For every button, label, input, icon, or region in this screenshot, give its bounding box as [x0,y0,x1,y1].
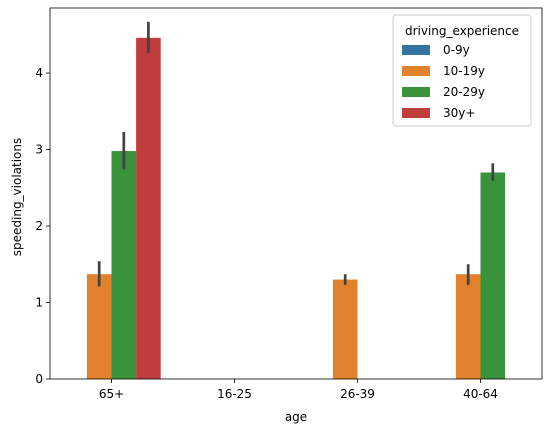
error-bars-layer [97,21,495,287]
legend-label-30y+: 30y+ [443,106,475,120]
legend-items: 0-9y 10-19y 20-29y 30y+ [402,43,485,120]
legend-swatch-20-29y [402,87,430,97]
y-tick-label: 0 [35,372,43,386]
bar-20-29y-40-64 [480,172,506,379]
bar-10-19y-26-39 [332,279,358,379]
y-tick-label: 3 [35,143,43,157]
x-axis-label: age [285,410,307,424]
legend-swatch-0-9y [402,45,430,55]
y-axis-label: speeding_violations [10,138,24,257]
x-tick-label: 16-25 [217,387,252,401]
legend-label-0-9y: 0-9y [443,43,470,57]
bar-20-29y-65+ [111,151,137,379]
axes-frame [49,7,543,380]
bar-10-19y-65+ [86,274,112,379]
bar-30y+-65+ [136,37,161,380]
legend-swatch-30y+ [402,108,430,118]
legend-frame [392,14,532,127]
legend-label-10-19y: 10-19y [443,64,485,78]
axes-layer: 0 1 2 3 4 65+ 16-25 26-39 40-64 [35,7,543,401]
legend-swatch-10-19y [402,66,430,76]
legend: driving_experience 0-9y 10-19y 20-29y 30y+ [392,14,532,127]
y-tick-label: 2 [35,219,43,233]
y-tick-label: 4 [35,66,43,80]
bar-10-19y-40-64 [455,274,481,379]
x-tick-label: 40-64 [463,387,498,401]
legend-label-20-29y: 20-29y [443,85,485,99]
bars-layer [86,37,506,380]
legend-title: driving_experience [405,24,519,38]
x-tick-label: 65+ [99,387,124,401]
y-tick-label: 1 [35,296,43,310]
x-tick-label: 26-39 [340,387,375,401]
